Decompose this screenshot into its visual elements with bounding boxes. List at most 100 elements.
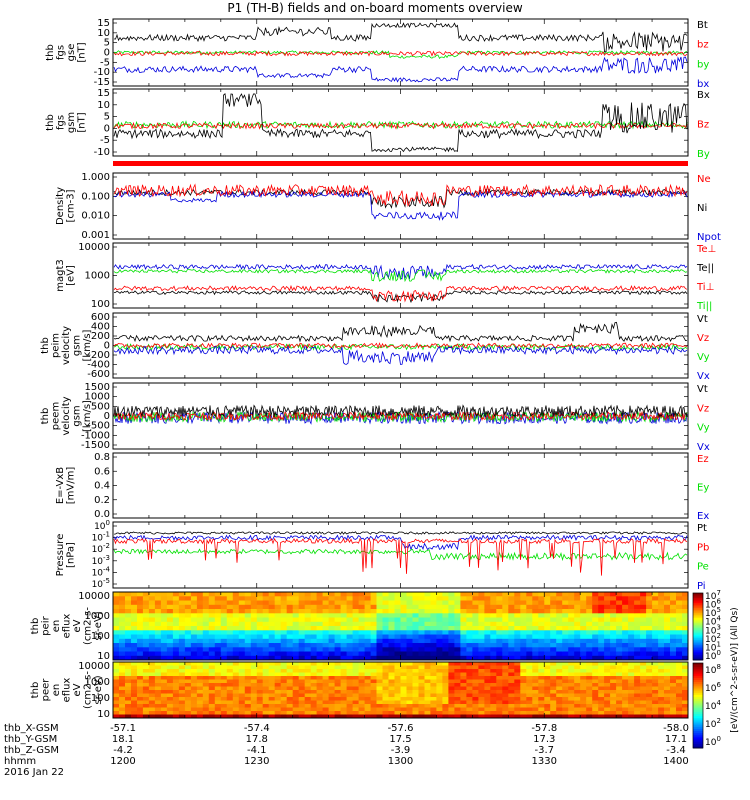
spectrogram-cell [496,651,503,657]
colorbar-tick-label: 104 [705,699,721,712]
spectrogram-cell [244,596,252,601]
spectrogram-cell [137,626,144,631]
spectrogram-cell [658,679,665,684]
spectrogram-cell [220,630,228,635]
spectrogram-cell [424,626,431,631]
spectrogram-cell [119,704,126,708]
spectrogram-cell [166,676,174,680]
spectrogram-cell [610,617,617,623]
spectrogram-cell [238,634,246,640]
series-line-By [113,120,688,130]
spectrogram-cell [334,697,341,701]
spectrogram-cell [274,690,282,694]
spectrogram-cell [538,693,545,698]
spectrogram-cell [532,592,539,597]
spectrogram-cell [676,621,683,627]
spectrogram-cell [634,686,641,691]
spectrogram-cell [472,626,479,631]
ephemeris-value: -57.1 [110,723,136,734]
spectrogram-cell [592,604,599,610]
spectrogram-cell [676,690,683,694]
spectrogram-cell [184,711,192,715]
spectrogram-cell [646,643,653,648]
spectrogram-cell [304,600,312,606]
spectrogram-cell [376,621,383,627]
spectrogram-cell [514,707,521,712]
spectrogram-cell [238,693,246,698]
spectrogram-cell [310,704,318,708]
spectrogram-cell [280,662,288,666]
spectrogram-cell [520,592,527,597]
spectrogram-cell [328,651,335,657]
ephemeris-value: -4.2 [113,745,133,756]
spectrogram-cell [346,700,353,705]
y-tick-label: 0.6 [94,466,110,477]
spectrogram-cell [226,700,234,705]
spectrogram-cell [113,707,120,712]
spectrogram-cell [628,711,635,715]
spectrogram-cell [490,672,497,677]
spectrogram-cell [484,634,491,640]
spectrogram-cell [334,617,341,623]
spectrogram-cell [556,665,563,670]
spectrogram-cell [544,604,551,610]
spectrogram-cell [610,596,617,601]
spectrogram-cell [592,700,599,705]
spectrogram-cell [322,604,329,610]
spectrogram-cell [658,604,665,610]
spectrogram-cell [352,697,359,701]
spectrogram-cell [670,672,677,677]
spectrogram-cell [646,700,653,705]
spectrogram-cell [202,617,210,623]
spectrogram-cell [131,655,138,661]
spectrogram-cell [466,693,473,698]
y-tick-label: 1.000 [81,172,110,183]
spectrogram-cell [550,630,557,635]
spectrogram-cell [448,704,455,708]
spectrogram-cell [526,714,533,719]
spectrogram-cell [586,679,593,684]
spectrogram-cell [382,672,389,677]
spectrogram-cell [280,604,288,610]
spectrogram-cell [238,683,246,687]
spectrogram-cell [262,621,270,627]
spectrogram-cell [340,609,347,614]
spectrogram-cell [622,662,629,666]
spectrogram-cell [442,683,449,687]
colorbar-cell [693,598,703,601]
spectrogram-cell [196,665,204,670]
ephemeris-value: 17.5 [389,734,411,745]
y-axis-label: (cm2-s- [83,671,94,709]
spectrogram-cell [640,672,647,677]
spectrogram-cell [340,711,347,715]
spectrogram-cell [328,596,335,601]
spectrogram-cell [418,697,425,701]
spectrogram-cell [268,686,276,691]
spectrogram-cell [532,600,539,606]
spectrogram-cell [646,638,653,644]
spectrogram-cell [598,693,605,698]
legend-Vz: Vz [697,333,709,344]
spectrogram-cell [250,651,258,657]
spectrogram-cell [226,683,234,687]
spectrogram-cell [358,704,365,708]
spectrogram-cell [154,679,162,684]
spectrogram-cell [202,662,210,666]
spectrogram-cell [442,651,449,657]
spectrogram-cell [574,634,581,640]
spectrogram-cell [268,638,276,644]
spectrogram-cell [424,651,431,657]
y-tick-label: 0.8 [94,452,110,463]
spectrogram-cell [436,643,443,648]
spectrogram-cell [562,621,569,627]
spectrogram-cell [238,707,246,712]
spectrogram-cell [160,690,168,694]
spectrogram-cell [466,690,473,694]
spectrogram-cell [514,700,521,705]
spectrogram-cell [232,679,240,684]
colorbar-cell [693,599,703,602]
spectrogram-cell [232,707,240,712]
spectrogram-cell [400,662,407,666]
spectrogram-cell [646,604,653,610]
spectrogram-cell [208,679,216,684]
